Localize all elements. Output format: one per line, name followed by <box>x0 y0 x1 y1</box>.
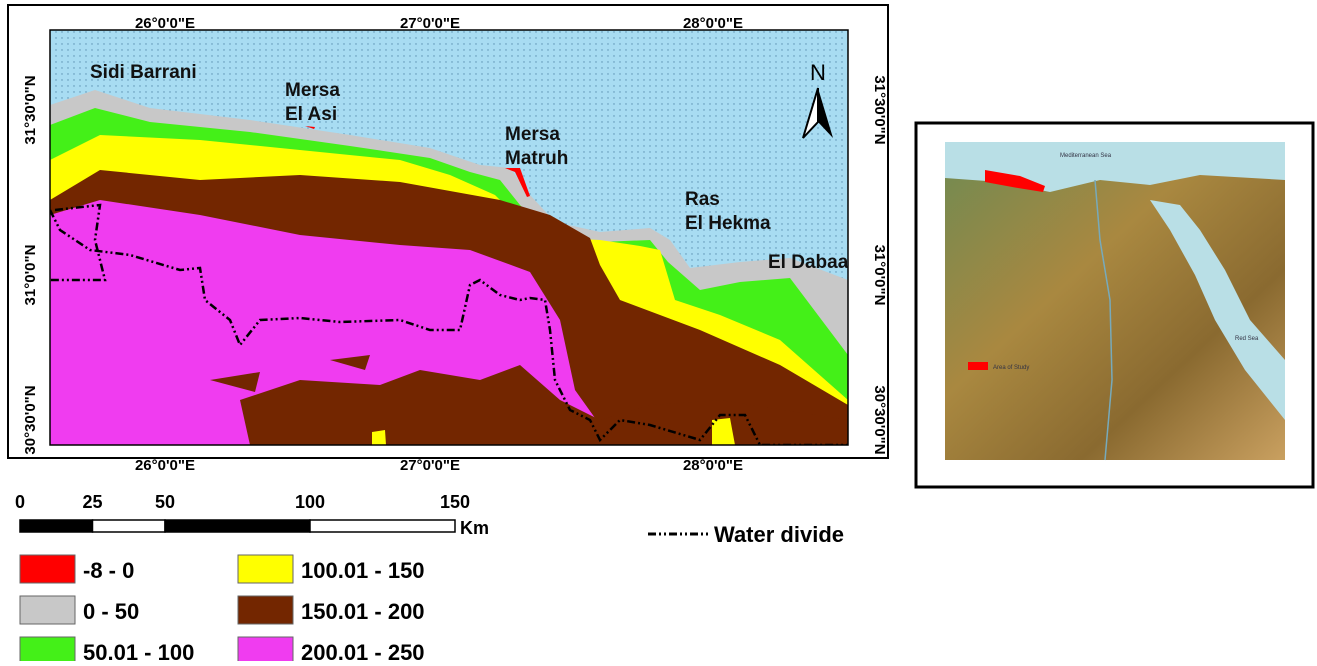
map-body <box>50 30 848 445</box>
north-label: N <box>810 60 826 85</box>
place-label: Matruh <box>505 148 568 169</box>
left-tick-label: 31°30'0"N <box>22 75 39 144</box>
left-tick-label: 30°30'0"N <box>22 385 39 454</box>
right-tick-label: 31°30'0"N <box>871 75 888 144</box>
scale-tick-label: 100 <box>295 492 325 512</box>
top-tick-label: 26°0'0"E <box>135 15 195 32</box>
top-tick-label: 27°0'0"E <box>400 15 460 32</box>
bottom-tick-label: 26°0'0"E <box>135 457 195 474</box>
scale-segment <box>165 520 310 532</box>
bottom-tick-label: 27°0'0"E <box>400 457 460 474</box>
legend-label: -8 - 0 <box>83 558 134 583</box>
water-divide-label: Water divide <box>714 522 844 547</box>
scale-segment <box>310 520 455 532</box>
legend-swatch <box>20 596 75 624</box>
legend-swatch <box>238 555 293 583</box>
legend-label: 100.01 - 150 <box>301 558 425 583</box>
inset-map: Area of Study Mediterranean Sea Red Sea <box>916 123 1313 487</box>
place-label: El Asi <box>285 104 337 125</box>
sea-label: Mediterranean Sea <box>1060 153 1112 159</box>
study-legend-swatch <box>968 362 988 370</box>
legend-label: 200.01 - 250 <box>301 640 425 661</box>
scale-tick-label: 25 <box>82 492 102 512</box>
red-sea-label: Red Sea <box>1235 336 1259 342</box>
place-label: Mersa <box>285 80 340 101</box>
legend-swatch <box>238 637 293 661</box>
scale-unit: Km <box>460 518 489 538</box>
water-divide-legend: Water divide <box>648 522 844 547</box>
legend-swatch <box>20 637 75 661</box>
place-label: Sidi Barrani <box>90 62 197 83</box>
place-label: Mersa <box>505 124 560 145</box>
page: {"map": { "top_ticks": ["26°0'0\"E", "27… <box>0 0 1317 661</box>
right-tick-label: 30°30'0"N <box>871 385 888 454</box>
scale-tick-label: 150 <box>440 492 470 512</box>
legend-swatch <box>238 596 293 624</box>
figure: N Area of Study Mediterranean Sea Red Se… <box>0 0 1317 661</box>
top-tick-label: 28°0'0"E <box>683 15 743 32</box>
scale-segment <box>20 520 93 532</box>
scale-tick-label: 0 <box>15 492 25 512</box>
legend-label: 50.01 - 100 <box>83 640 194 661</box>
bottom-tick-label: 28°0'0"E <box>683 457 743 474</box>
scale-tick-label: 50 <box>155 492 175 512</box>
study-legend-label: Area of Study <box>993 365 1029 371</box>
left-tick-label: 31°0'0"N <box>22 245 39 306</box>
legend-swatch <box>20 555 75 583</box>
place-label: El Hekma <box>685 213 771 234</box>
legend-label: 150.01 - 200 <box>301 599 425 624</box>
right-tick-label: 31°0'0"N <box>871 245 888 306</box>
place-label: Ras <box>685 189 720 210</box>
place-label: El Dabaa <box>768 252 849 273</box>
scale-segment <box>93 520 166 532</box>
legend-label: 0 - 50 <box>83 599 139 624</box>
